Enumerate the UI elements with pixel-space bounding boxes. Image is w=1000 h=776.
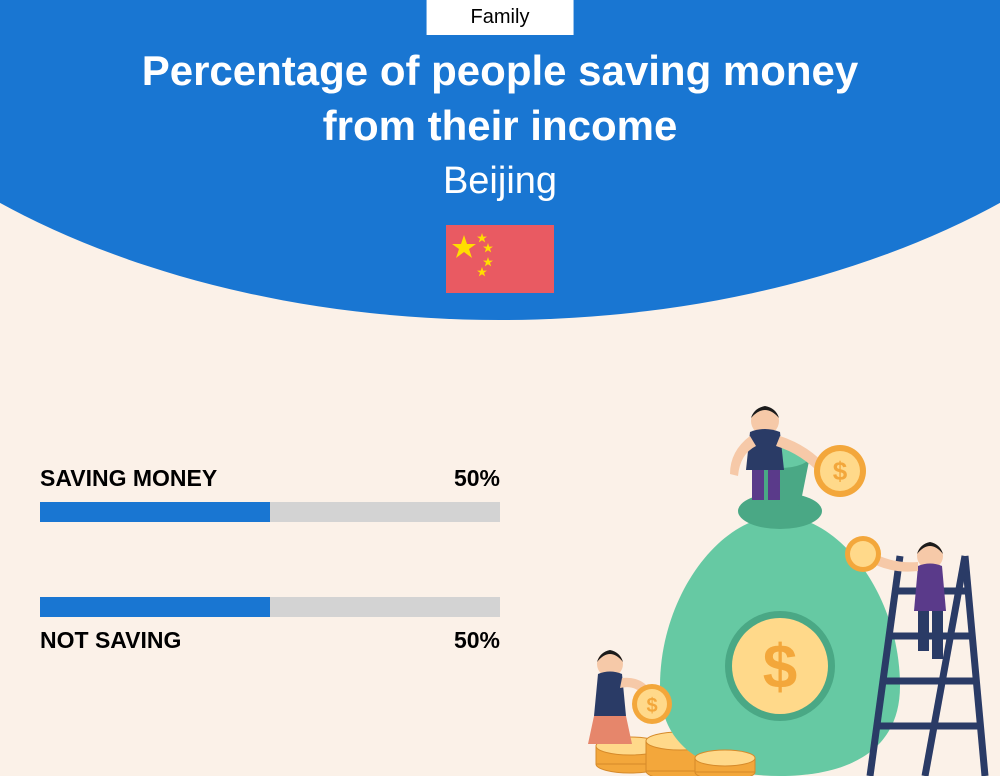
svg-text:$: $	[646, 695, 657, 717]
title-line-1: Percentage of people saving money	[0, 44, 1000, 99]
bars-chart: SAVING MONEY 50% NOT SAVING 50%	[40, 465, 500, 729]
svg-text:$: $	[763, 633, 797, 702]
china-flag-icon	[446, 225, 554, 293]
svg-text:$: $	[833, 456, 848, 486]
bar-fill	[40, 597, 270, 617]
bar-value: 50%	[454, 465, 500, 492]
bar-label-row: NOT SAVING 50%	[40, 627, 500, 654]
title-line-2: from their income	[0, 99, 1000, 154]
bar-track	[40, 502, 500, 522]
person-top-icon	[730, 406, 828, 500]
bar-fill	[40, 502, 270, 522]
bar-saving-money: SAVING MONEY 50%	[40, 465, 500, 522]
subtitle-city: Beijing	[0, 160, 1000, 203]
bar-label: NOT SAVING	[40, 627, 181, 654]
page-title: Percentage of people saving money from t…	[0, 44, 1000, 153]
savings-illustration-icon: $ $ $	[570, 396, 990, 776]
bar-not-saving: NOT SAVING 50%	[40, 597, 500, 654]
bar-label-row: SAVING MONEY 50%	[40, 465, 500, 492]
bar-value: 50%	[454, 627, 500, 654]
bar-label: SAVING MONEY	[40, 465, 217, 492]
category-label: Family	[427, 0, 574, 35]
bar-track	[40, 597, 500, 617]
